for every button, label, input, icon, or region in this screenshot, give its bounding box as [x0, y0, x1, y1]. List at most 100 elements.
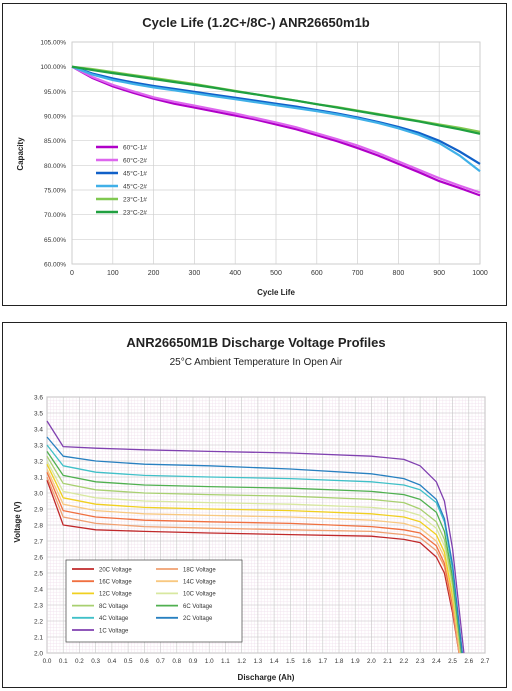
chart2-y-tick-label: 3.5: [34, 411, 43, 418]
chart2-x-tick-label: 0.3: [91, 658, 100, 665]
chart2-legend-label: 10C Voltage: [183, 592, 216, 598]
chart2-y-tick-label: 2.8: [34, 523, 43, 530]
chart1-series-line: [71, 65, 481, 135]
chart1-x-tick-label: 900: [433, 270, 445, 277]
chart1-legend-label: 23°C-1#: [123, 196, 147, 204]
chart2-legend-label: 20C Voltage: [99, 567, 132, 573]
chart2-x-tick-label: 1.9: [351, 658, 360, 665]
chart2-legend-box: [65, 559, 243, 643]
chart1-y-tick-label: 65.00%: [44, 237, 66, 244]
chart2-y-tick-label: 2.2: [34, 619, 43, 626]
chart2-x-tick-label: 1.1: [221, 658, 230, 665]
chart2-title: ANR26650M1B Discharge Voltage Profiles: [126, 335, 385, 350]
chart1-legend-label: 60°C-1#: [123, 144, 147, 152]
chart2-y-tick-label: 2.9: [34, 507, 43, 514]
chart1-legend-label: 45°C-2#: [123, 183, 147, 191]
chart2-y-tick-label: 2.7: [34, 539, 43, 546]
chart2-series-line: [46, 436, 463, 654]
chart1-series-line: [71, 65, 481, 194]
chart2-x-tick-label: 1.8: [335, 658, 344, 665]
chart1-x-tick-label: 700: [352, 270, 364, 277]
chart2-x-tick-label: 1.7: [318, 658, 327, 665]
chart2-legend-label: 6C Voltage: [183, 604, 213, 610]
chart2-y-tick-label: 2.5: [34, 571, 43, 578]
chart1-y-tick-label: 60.00%: [44, 262, 66, 269]
chart2-x-tick-label: 2.1: [383, 658, 392, 665]
chart2-y-tick-label: 3.2: [34, 459, 43, 466]
chart2-x-tick-label: 1.6: [302, 658, 311, 665]
chart1-legend-label: 60°C-2#: [123, 157, 147, 165]
chart2-x-tick-label: 0.4: [108, 658, 117, 665]
chart2-x-tick-label: 0.0: [43, 658, 52, 665]
chart1-y-tick-label: 80.00%: [44, 163, 66, 170]
chart1-x-tick-label: 800: [393, 270, 405, 277]
chart2-series-line: [46, 455, 462, 654]
chart1-y-tick-label: 70.00%: [44, 212, 66, 219]
chart2-x-tick-label: 2.2: [400, 658, 409, 665]
chart2-y-tick-label: 3.0: [34, 491, 43, 498]
cycle-life-chart: Cycle Life (1.2C+/8C-) ANR26650m1b Cycle…: [16, 15, 488, 297]
chart1-xlabel: Cycle Life: [257, 288, 295, 297]
chart2-x-tick-label: 1.5: [286, 658, 295, 665]
chart1-series-line: [71, 65, 481, 197]
chart2-legend-label: 14C Voltage: [183, 580, 216, 586]
chart1-y-tick-label: 75.00%: [44, 188, 66, 195]
chart1-x-tick-label: 300: [189, 270, 201, 277]
chart2-legend-label: 12C Voltage: [99, 592, 132, 598]
chart1-y-tick-label: 100.00%: [40, 64, 66, 71]
chart2-y-tick-label: 2.1: [34, 635, 43, 642]
chart1-y-tick-label: 85.00%: [44, 138, 66, 145]
chart2-x-tick-label: 1.3: [254, 658, 263, 665]
chart2-series-line: [46, 460, 462, 654]
chart2-x-tick-label: 1.0: [205, 658, 214, 665]
chart2-ylabel: Voltage (V): [13, 501, 22, 543]
chart1-x-tick-label: 600: [311, 270, 323, 277]
chart2-y-tick-label: 2.0: [34, 651, 43, 658]
chart2-x-tick-label: 0.7: [156, 658, 165, 665]
chart2-series-line: [46, 471, 461, 654]
chart1-x-tick-label: 500: [270, 270, 282, 277]
chart2-y-tick-label: 3.3: [34, 443, 43, 450]
chart1-x-tick-label: 400: [229, 270, 241, 277]
chart2-x-tick-label: 2.4: [432, 658, 441, 665]
chart1-y-tick-label: 90.00%: [44, 114, 66, 121]
chart1-y-tick-label: 95.00%: [44, 89, 66, 96]
chart1-y-tick-label: 105.00%: [40, 40, 66, 47]
chart2-legend-label: 16C Voltage: [99, 580, 132, 586]
chart2-y-tick-label: 2.6: [34, 555, 43, 562]
chart2-x-tick-label: 1.4: [270, 658, 279, 665]
chart2-x-tick-label: 1.2: [237, 658, 246, 665]
chart1-series-line: [71, 65, 481, 173]
chart2-y-tick-label: 3.1: [34, 475, 43, 482]
chart1-x-tick-label: 200: [148, 270, 160, 277]
chart2-series-line: [46, 468, 461, 654]
chart1-x-tick-label: 100: [107, 270, 119, 277]
chart1-title: Cycle Life (1.2C+/8C-) ANR26650m1b: [142, 15, 370, 30]
chart2-subtitle: 25°C Ambient Temperature In Open Air: [170, 357, 343, 368]
chart1-x-tick-label: 0: [70, 270, 74, 277]
chart2-x-tick-label: 2.6: [464, 658, 473, 665]
chart2-x-tick-label: 0.2: [75, 658, 84, 665]
chart2-series-line: [46, 451, 463, 654]
chart2-series-line: [46, 420, 465, 654]
chart2-legend-label: 8C Voltage: [99, 604, 129, 610]
chart2-y-tick-label: 3.4: [34, 427, 43, 434]
chart2-legend-label: 1C Voltage: [99, 628, 129, 634]
chart2-legend-label: 4C Voltage: [99, 616, 129, 622]
chart1-x-tick-label: 1000: [472, 270, 488, 277]
chart2-x-tick-label: 2.3: [416, 658, 425, 665]
chart2-y-tick-label: 2.4: [34, 587, 43, 594]
chart2-x-tick-label: 2.0: [367, 658, 376, 665]
chart2-y-tick-label: 2.3: [34, 603, 43, 610]
chart1-series-line: [71, 65, 481, 165]
chart2-x-tick-label: 0.1: [59, 658, 68, 665]
chart2-xlabel: Discharge (Ah): [238, 673, 295, 682]
chart2-legend-label: 2C Voltage: [183, 616, 213, 622]
chart2-series-line: [46, 479, 460, 654]
chart1-legend-label: 23°C-2#: [123, 209, 147, 217]
chart2-x-tick-label: 0.5: [124, 658, 133, 665]
chart2-legend-label: 18C Voltage: [183, 567, 216, 573]
chart2-x-tick-label: 0.8: [172, 658, 181, 665]
chart2-series-line: [46, 463, 462, 654]
